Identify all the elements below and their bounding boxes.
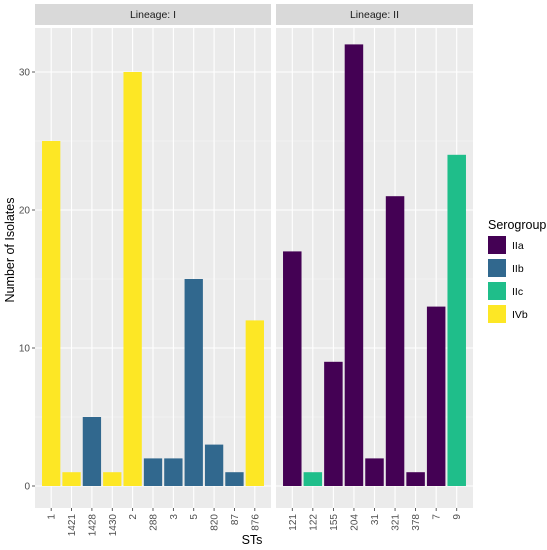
x-tick-label: 31 <box>370 514 381 526</box>
bar-st-1 <box>42 141 61 486</box>
bar-st-155 <box>324 361 343 486</box>
y-tick-label: 0 <box>24 482 30 493</box>
legend-label-IVb: IVb <box>512 309 528 321</box>
x-tick-label: 7 <box>432 514 443 520</box>
bar-st-121 <box>283 251 302 486</box>
x-tick-label: 122 <box>308 514 319 531</box>
bar-st-5 <box>184 279 203 486</box>
x-tick-label: 5 <box>189 514 200 520</box>
bar-st-31 <box>365 458 384 486</box>
legend-title: Serogroup <box>488 218 546 232</box>
x-tick-label: 820 <box>210 514 221 531</box>
x-tick-label: 204 <box>349 514 360 531</box>
facet-panel-2: Lineage: II 121 122 155 204 31 321 378 7 9 <box>276 4 473 531</box>
bar-st-3 <box>164 458 183 486</box>
bar-st-876 <box>245 320 264 486</box>
x-tick-label: 1428 <box>87 514 98 537</box>
bar-st-288 <box>143 458 163 486</box>
bar-st-122 <box>303 472 323 486</box>
legend-key-IIb <box>488 259 506 277</box>
x-tick-label: 321 <box>391 514 402 531</box>
x-tick-label: 1430 <box>108 514 119 537</box>
y-tick-label: 10 <box>19 344 31 355</box>
y-axis: 0 10 20 30 <box>19 68 35 493</box>
legend-label-IIc: IIc <box>512 286 523 298</box>
facet-label-1: Lineage: I <box>130 9 176 21</box>
bar-st-378 <box>406 472 425 486</box>
x-tick-label: 121 <box>288 514 299 531</box>
x-tick-label: 2 <box>128 514 139 520</box>
legend-label-IIa: IIa <box>512 240 524 252</box>
bar-st-2 <box>123 72 142 486</box>
facet-strip-2 <box>276 4 473 25</box>
legend-label-IIb: IIb <box>512 263 524 275</box>
x-tick-label: 378 <box>411 514 422 531</box>
facet-strip-1 <box>35 4 271 25</box>
facet-panel-1: Lineage: I 1 1421 1428 1430 2 288 3 5 820 87 876 <box>35 4 271 536</box>
x-tick-label: 288 <box>149 514 160 531</box>
legend-key-IIc <box>488 282 506 300</box>
bar-st-1428 <box>82 417 102 486</box>
x-tick-label: 9 <box>452 514 463 520</box>
chart-panels: Lineage: I1 1421 1428 1430 2 288 3 5 820 87 876Lin… <box>35 4 473 536</box>
x-tick-label: 1 <box>47 514 58 520</box>
legend-key-IVb <box>488 305 506 323</box>
y-axis-title: Number of Isolates <box>3 198 17 303</box>
y-tick-label: 30 <box>19 68 31 79</box>
y-tick-label: 20 <box>19 206 31 217</box>
x-tick-label: 876 <box>250 514 261 531</box>
x-axis-title: STs <box>242 533 263 547</box>
bar-st-820 <box>204 444 224 486</box>
bar-st-204 <box>344 44 364 487</box>
x-tick-label: 1421 <box>67 514 78 537</box>
bar-st-1430 <box>103 472 122 486</box>
bar-st-87 <box>225 472 244 486</box>
bar-st-321 <box>385 196 405 486</box>
bar-st-9 <box>447 154 466 487</box>
legend: Serogroup IIa IIb IIc IVb <box>488 218 546 323</box>
x-tick-label: 3 <box>169 514 180 520</box>
x-tick-label: 87 <box>230 514 241 526</box>
x-tick-label: 155 <box>329 514 340 531</box>
legend-key-IIa <box>488 236 506 254</box>
bar-st-7 <box>426 306 446 486</box>
facet-label-2: Lineage: II <box>350 9 399 21</box>
bar-st-1421 <box>62 472 81 486</box>
